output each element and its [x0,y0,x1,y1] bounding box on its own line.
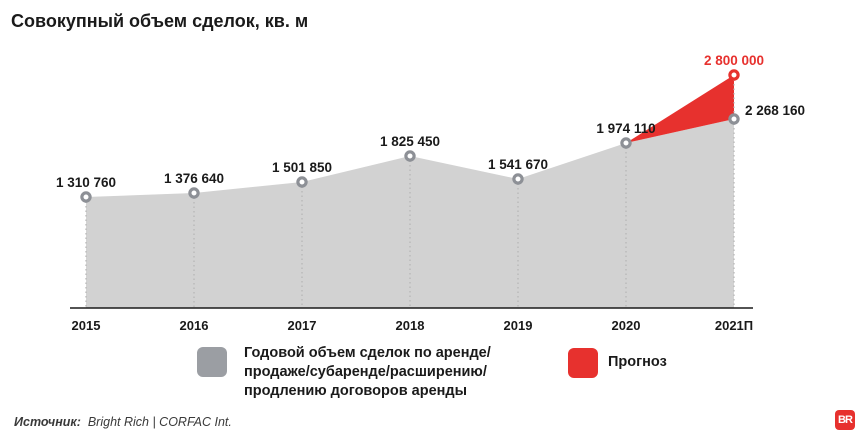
svg-text:2 800 000: 2 800 000 [704,53,764,68]
svg-text:2015: 2015 [72,318,101,333]
svg-text:1 501 850: 1 501 850 [272,160,332,175]
svg-text:2017: 2017 [288,318,317,333]
svg-text:1 541 670: 1 541 670 [488,157,548,172]
svg-text:2021П: 2021П [715,318,753,333]
svg-text:1 825 450: 1 825 450 [380,134,440,149]
svg-text:2 268 160: 2 268 160 [745,103,805,118]
svg-text:2020: 2020 [612,318,641,333]
svg-text:1 376 640: 1 376 640 [164,171,224,186]
svg-text:1 974 110: 1 974 110 [596,121,655,136]
svg-text:2018: 2018 [396,318,425,333]
svg-text:2016: 2016 [180,318,209,333]
svg-text:2019: 2019 [504,318,533,333]
svg-text:1 310 760: 1 310 760 [56,175,116,190]
